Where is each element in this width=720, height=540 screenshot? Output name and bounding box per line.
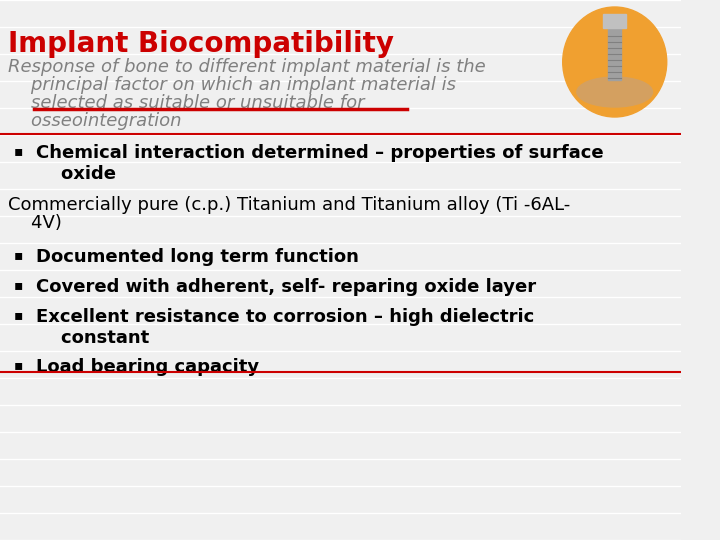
- Bar: [608, 25, 621, 80]
- Text: ▪: ▪: [14, 308, 24, 322]
- Text: Covered with adherent, self- reparing oxide layer: Covered with adherent, self- reparing ox…: [36, 278, 536, 296]
- Bar: [603, 14, 626, 28]
- Text: ▪: ▪: [14, 278, 24, 292]
- Circle shape: [563, 7, 667, 117]
- Text: Documented long term function: Documented long term function: [36, 248, 359, 266]
- Text: Excellent resistance to corrosion – high dielectric
    constant: Excellent resistance to corrosion – high…: [36, 308, 534, 347]
- Text: Load bearing capacity: Load bearing capacity: [36, 358, 259, 376]
- Text: Implant Biocompatibility: Implant Biocompatibility: [8, 30, 394, 58]
- Text: ▪: ▪: [14, 248, 24, 262]
- Text: Commercially pure (c.p.) Titanium and Titanium alloy (Ti -6AL-: Commercially pure (c.p.) Titanium and Ti…: [8, 196, 570, 214]
- Text: Response of bone to different implant material is the: Response of bone to different implant ma…: [8, 58, 485, 76]
- Text: 4V): 4V): [8, 214, 61, 232]
- Text: osseointegration: osseointegration: [8, 112, 181, 130]
- Text: selected as suitable or unsuitable for: selected as suitable or unsuitable for: [8, 94, 364, 112]
- Text: principal factor on which an implant material is: principal factor on which an implant mat…: [8, 76, 456, 94]
- Text: Chemical interaction determined – properties of surface
    oxide: Chemical interaction determined – proper…: [36, 144, 603, 183]
- Ellipse shape: [577, 77, 652, 107]
- Text: ▪: ▪: [14, 358, 24, 372]
- Text: ▪: ▪: [14, 144, 24, 158]
